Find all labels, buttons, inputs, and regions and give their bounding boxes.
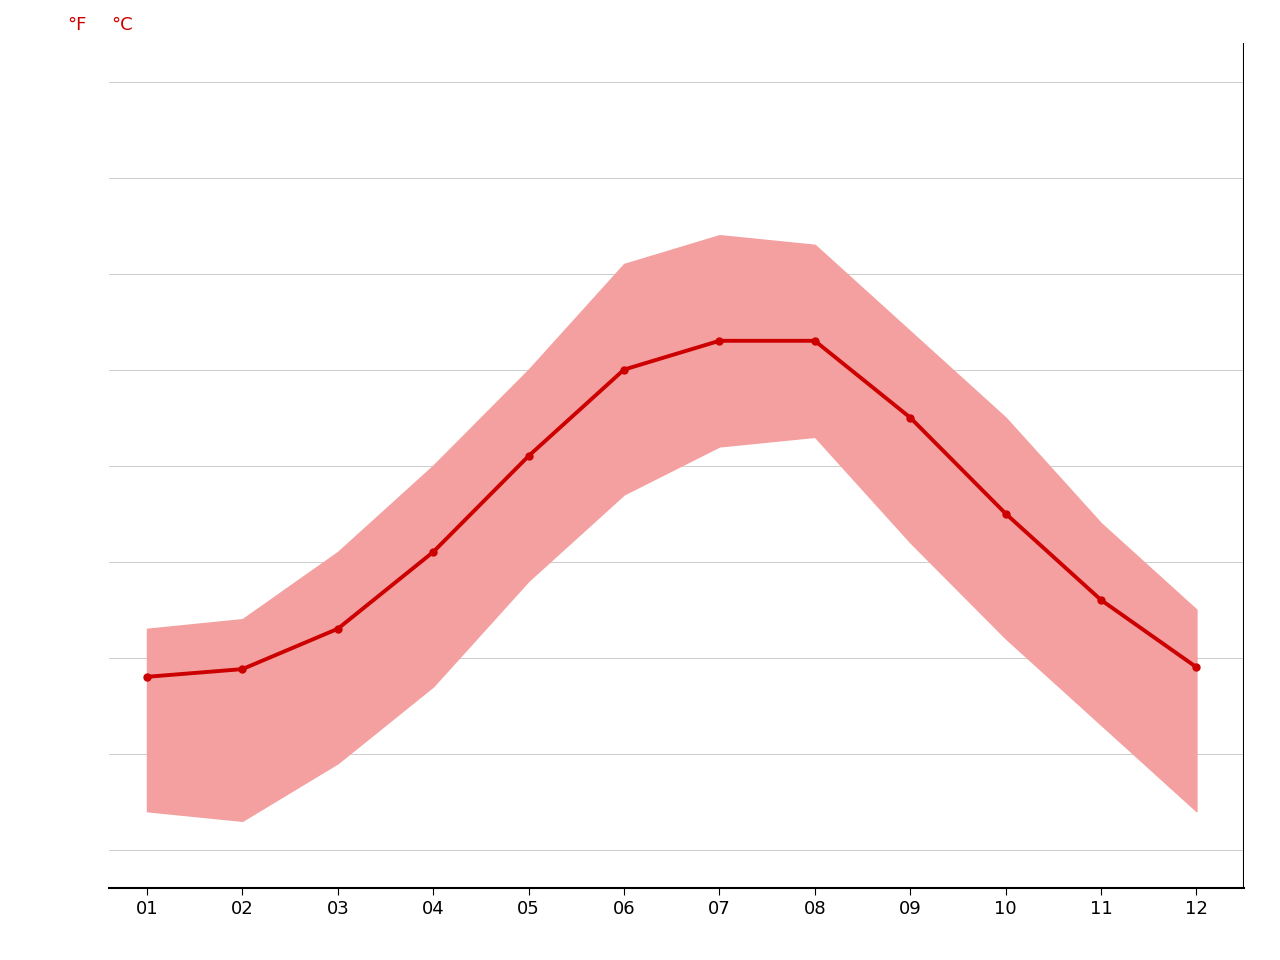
- Text: °F: °F: [67, 15, 87, 34]
- Text: °C: °C: [111, 15, 132, 34]
